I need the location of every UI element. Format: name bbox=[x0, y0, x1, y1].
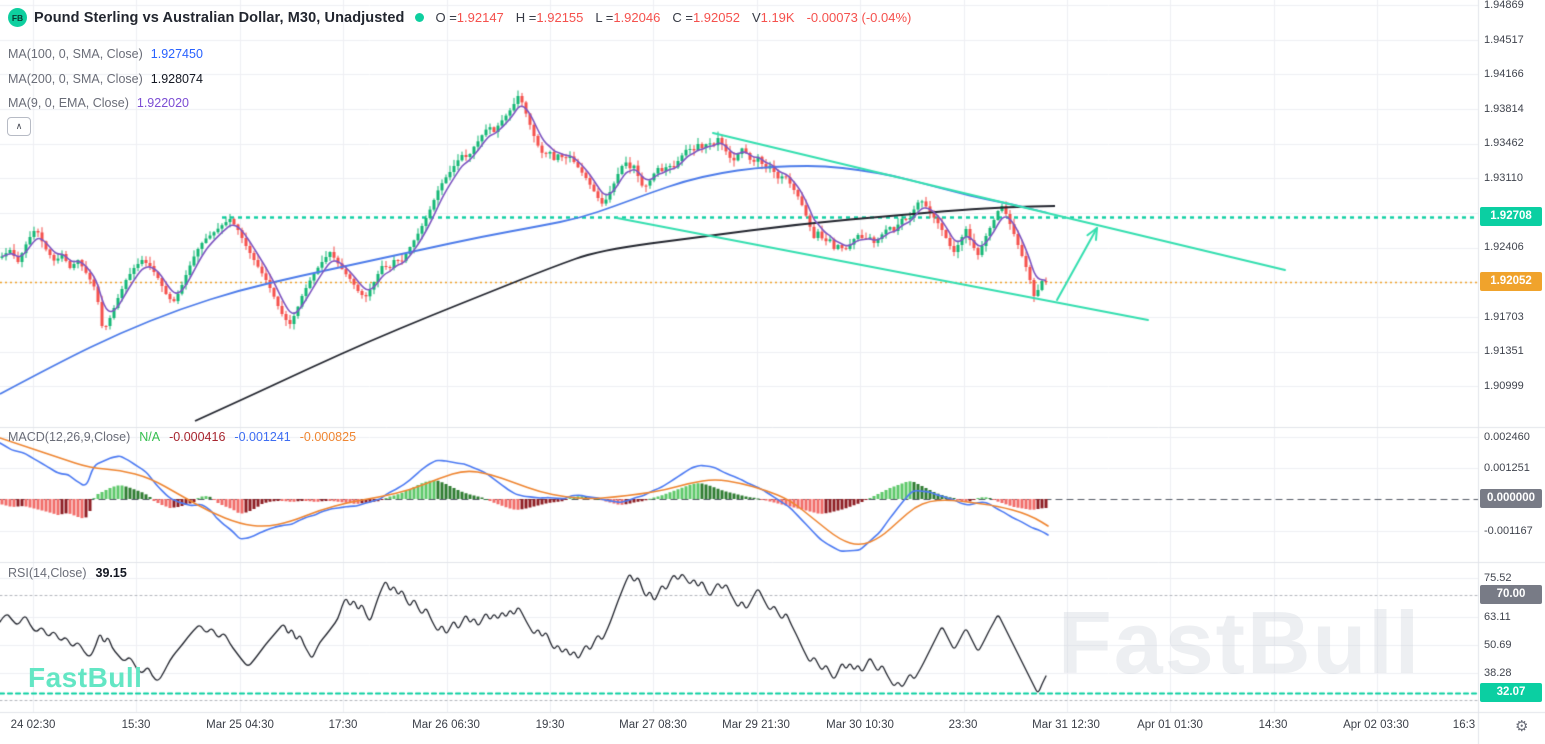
rsi-value: 39.15 bbox=[95, 566, 127, 580]
ohlc-segment: H = 1.92155 bbox=[516, 10, 584, 25]
ma-label: MA(200, 0, SMA, Close) bbox=[8, 71, 143, 86]
symbol-title[interactable]: Pound Sterling vs Australian Dollar, M30… bbox=[34, 9, 405, 26]
axis-tick-label: 1.93110 bbox=[1484, 172, 1523, 184]
ma-legend-row[interactable]: MA(200, 0, SMA, Close) 1.928074 bbox=[8, 67, 203, 92]
macd-value: -0.001241 bbox=[234, 430, 291, 444]
axis-tick-label: 1.93462 bbox=[1484, 137, 1524, 149]
ma-legend-row[interactable]: MA(100, 0, SMA, Close) 1.927450 bbox=[8, 42, 203, 67]
ma-legend: MA(100, 0, SMA, Close) 1.927450 MA(200, 0,… bbox=[8, 42, 203, 116]
axis-tick-label: 63.11 bbox=[1484, 611, 1511, 623]
ohlc-segment: -0.00073 (-0.04%) bbox=[807, 10, 912, 25]
ma-label: MA(100, 0, SMA, Close) bbox=[8, 47, 143, 61]
axis-tick-label: 0.001251 bbox=[1484, 462, 1530, 474]
time-tick-label: Apr 02 03:30 bbox=[1343, 719, 1409, 731]
time-tick-label: Mar 26 06:30 bbox=[412, 719, 480, 731]
time-tick-label: 16:3 bbox=[1452, 719, 1476, 731]
chevron-up-icon: ∧ bbox=[15, 121, 23, 131]
time-tick-label: Mar 29 21:30 bbox=[722, 719, 790, 731]
ohlc-field-label: L = bbox=[595, 10, 614, 25]
ohlc-field-label: C = bbox=[672, 10, 693, 25]
time-tick-label: 17:30 bbox=[328, 719, 358, 731]
macd-value: N/A bbox=[139, 430, 161, 444]
axis-price-badge: 1.92708 bbox=[1480, 207, 1542, 226]
gear-icon[interactable]: ⚙ bbox=[1515, 717, 1529, 735]
axis-tick-label: 1.94517 bbox=[1484, 34, 1524, 46]
axis-tick-label: 1.91703 bbox=[1484, 311, 1524, 323]
ohlc-segment: L = 1.92046 bbox=[595, 10, 660, 25]
axis-tick-label: 1.93814 bbox=[1484, 103, 1524, 115]
time-tick-label: 19:30 bbox=[535, 719, 565, 731]
market-status-icon bbox=[415, 13, 425, 22]
time-tick-label: Apr 01 01:30 bbox=[1137, 719, 1203, 731]
axis-price-badge: 0.000000 bbox=[1480, 489, 1542, 508]
axis-tick-label: 1.94166 bbox=[1484, 68, 1524, 80]
axis-tick-label: 75.52 bbox=[1484, 572, 1512, 584]
axis-price-badge: 32.07 bbox=[1480, 683, 1542, 702]
ma-legend-row[interactable]: MA(9, 0, EMA, Close) 1.922020 bbox=[8, 91, 203, 116]
ma-value: 1.927450 bbox=[150, 47, 203, 61]
rsi-label[interactable]: RSI(14,Close) bbox=[8, 566, 87, 580]
axis-tick-label: 1.90999 bbox=[1484, 380, 1524, 392]
macd-values: N/A -0.000416 -0.001241 -0.000825 bbox=[139, 430, 356, 444]
collapse-legend-button[interactable]: ∧ bbox=[7, 117, 31, 136]
fastbull-watermark: FastBull bbox=[1058, 593, 1422, 692]
ohlc-field-value: 1.92046 bbox=[613, 10, 661, 25]
broker-logo-icon: FB bbox=[8, 8, 27, 27]
time-tick-label: Mar 27 08:30 bbox=[619, 719, 687, 731]
time-tick-label: 24 02:30 bbox=[10, 719, 56, 731]
axis-tick-label: 50.69 bbox=[1484, 639, 1512, 651]
macd-value: -0.000825 bbox=[299, 430, 357, 444]
ohlc-segment: V 1.19K bbox=[752, 10, 795, 25]
time-tick-label: Mar 31 12:30 bbox=[1032, 719, 1100, 731]
time-tick-label: Mar 30 10:30 bbox=[826, 719, 894, 731]
ohlc-segment: O = 1.92147 bbox=[435, 10, 503, 25]
axis-tick-label: -0.001167 bbox=[1484, 525, 1533, 537]
ohlc-readout: O = 1.92147 H = 1.92155 L = 1.92046 C = 1.9… bbox=[435, 10, 911, 25]
axis-tick-label: 0.002460 bbox=[1484, 431, 1530, 443]
ma-value: 1.928074 bbox=[150, 71, 203, 86]
axis-tick-label: 1.94869 bbox=[1484, 0, 1524, 11]
ohlc-field-label: O = bbox=[435, 10, 457, 25]
axis-tick-label: 1.91351 bbox=[1484, 345, 1524, 357]
ohlc-field-value: 1.92147 bbox=[456, 10, 504, 25]
axis-price-badge: 70.00 bbox=[1480, 585, 1542, 604]
macd-value: -0.000416 bbox=[169, 430, 226, 444]
time-tick-label: 23:30 bbox=[948, 719, 978, 731]
ohlc-field-label: H = bbox=[515, 10, 537, 25]
ohlc-segment: C = 1.92052 bbox=[672, 10, 740, 25]
time-tick-label: 15:30 bbox=[121, 719, 151, 731]
ohlc-field-value: 1.19K bbox=[760, 10, 795, 25]
macd-label[interactable]: MACD(12,26,9,Close) bbox=[8, 430, 131, 444]
axis-tick-label: 1.92406 bbox=[1484, 241, 1524, 253]
rsi-legend: RSI(14,Close) 39.15 bbox=[8, 566, 127, 580]
ma-value: 1.922020 bbox=[136, 96, 190, 110]
macd-legend: MACD(12,26,9,Close) N/A -0.000416 -0.00124… bbox=[8, 430, 356, 444]
time-tick-label: Mar 25 04:30 bbox=[206, 719, 274, 731]
axis-price-badge: 1.92052 bbox=[1480, 272, 1542, 291]
ma-label: MA(9, 0, EMA, Close) bbox=[8, 96, 129, 110]
ohlc-field-value: 1.92052 bbox=[692, 10, 740, 25]
fastbull-logo: FastBull bbox=[28, 662, 143, 693]
time-tick-label: 14:30 bbox=[1258, 719, 1288, 731]
chart-header: FB Pound Sterling vs Australian Dollar, … bbox=[8, 8, 911, 27]
ohlc-field-label: V bbox=[751, 10, 761, 25]
ohlc-field-value: 1.92155 bbox=[536, 10, 584, 25]
axis-tick-label: 38.28 bbox=[1484, 667, 1512, 679]
ohlc-field-value: -0.00073 (-0.04%) bbox=[806, 10, 912, 25]
